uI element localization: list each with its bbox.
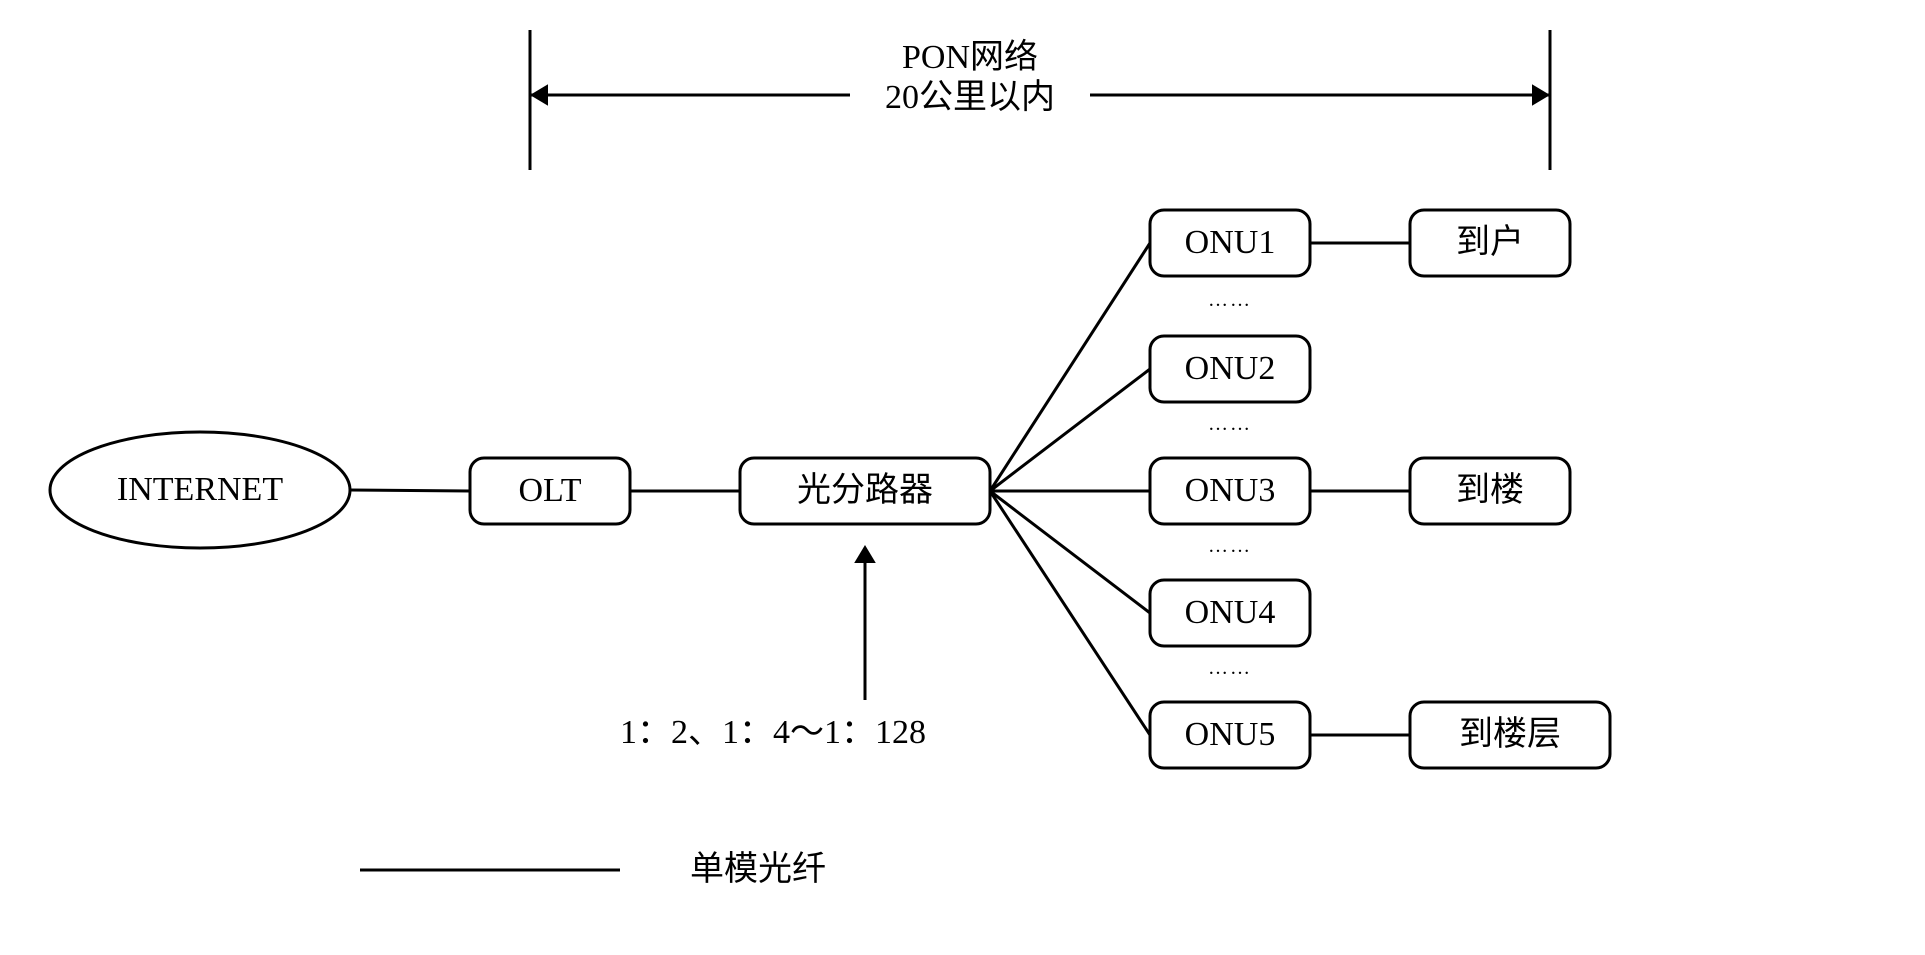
edge-internet-olt: [350, 490, 470, 491]
edge-splitter-onu1: [990, 243, 1150, 491]
dim-arrow-left: [530, 84, 548, 106]
node-label-olt: OLT: [519, 472, 582, 509]
node-label-onu1: ONU1: [1185, 224, 1276, 261]
node-label-onu3: ONU3: [1185, 472, 1276, 509]
legend-label: 单模光纤: [690, 850, 826, 888]
node-label-floor: 到楼层: [1459, 715, 1561, 753]
node-label-onu2: ONU2: [1185, 350, 1276, 387]
edge-splitter-onu4: [990, 491, 1150, 613]
onu-dots-3: ……: [1208, 657, 1252, 679]
dim-label-2: 20公里以内: [885, 78, 1055, 116]
edge-splitter-onu2: [990, 369, 1150, 491]
node-label-splitter: 光分路器: [797, 471, 933, 509]
ratio-label: 1：2、1：4～1：128: [620, 714, 926, 751]
onu-dots-0: ……: [1208, 289, 1252, 311]
node-label-onu4: ONU4: [1185, 594, 1276, 631]
edge-splitter-onu5: [990, 491, 1150, 735]
onu-dots-1: ……: [1208, 413, 1252, 435]
dim-label-1: PON网络: [902, 38, 1038, 76]
dim-arrow-right: [1532, 84, 1550, 106]
onu-dots-2: ……: [1208, 535, 1252, 557]
node-label-onu5: ONU5: [1185, 716, 1276, 753]
node-label-internet: INTERNET: [117, 471, 283, 508]
ratio-arrow-head: [854, 545, 876, 563]
node-label-building: 到楼: [1456, 471, 1524, 509]
node-label-home: 到户: [1456, 223, 1524, 261]
